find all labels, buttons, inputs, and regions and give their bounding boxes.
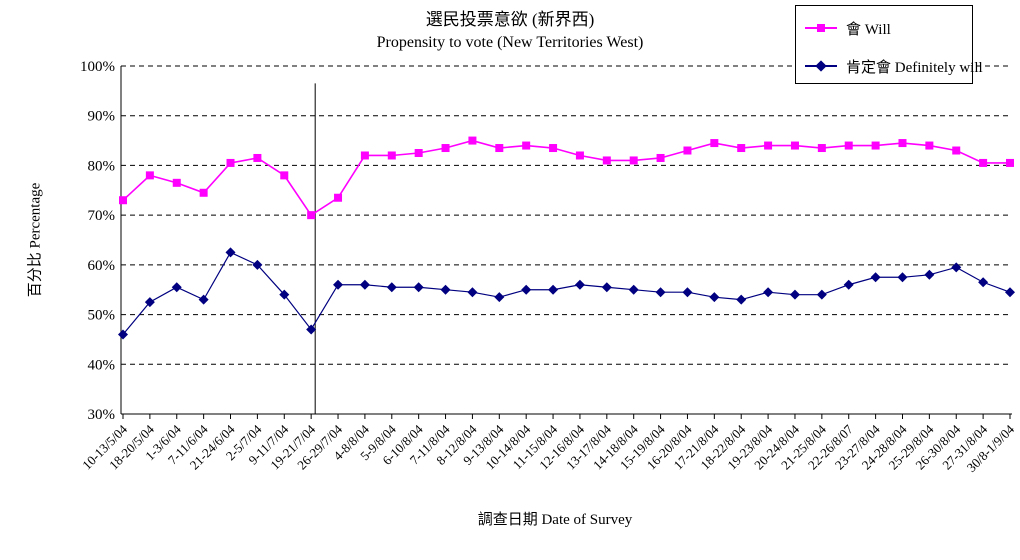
- data-point-diamond-marker: [548, 284, 559, 295]
- y-axis-tick-label: 40%: [88, 357, 116, 373]
- data-point-square-marker: [790, 141, 799, 150]
- data-point-square-marker: [602, 156, 611, 165]
- data-point-square-marker: [199, 188, 208, 197]
- y-axis-tick-label: 30%: [88, 407, 116, 423]
- x-axis-title: 調查日期 Date of Survey: [477, 512, 633, 528]
- data-point-square-marker: [145, 171, 154, 180]
- data-point-square-marker: [334, 193, 343, 202]
- y-axis-title: 百分比 Percentage: [27, 182, 44, 298]
- data-point-diamond-marker: [951, 262, 962, 273]
- y-axis-tick-label: 70%: [88, 208, 116, 224]
- data-point-square-marker: [925, 141, 934, 150]
- data-point-square-marker: [952, 146, 961, 155]
- data-point-square-marker: [764, 141, 773, 150]
- data-point-square-marker: [575, 151, 584, 160]
- y-axis-tick-label: 50%: [88, 308, 116, 324]
- data-point-diamond-marker: [763, 287, 774, 298]
- data-point-square-marker: [119, 196, 127, 205]
- will-line-square-marker-icon: [805, 18, 837, 38]
- data-point-diamond-marker: [359, 279, 370, 290]
- data-point-square-marker: [441, 144, 450, 153]
- data-point-diamond-marker: [467, 287, 478, 298]
- data-point-diamond-marker: [306, 324, 317, 335]
- data-point-square-marker: [172, 178, 181, 187]
- data-point-square-marker: [737, 144, 746, 153]
- data-point-diamond-marker: [279, 289, 290, 300]
- data-point-diamond-marker: [682, 287, 693, 298]
- data-point-diamond-marker: [816, 289, 827, 300]
- data-point-diamond-marker: [118, 329, 128, 340]
- data-point-square-marker: [468, 136, 477, 145]
- data-point-diamond-marker: [709, 292, 720, 303]
- data-point-square-marker: [817, 144, 826, 153]
- data-point-diamond-marker: [521, 284, 532, 295]
- data-point-diamond-marker: [333, 279, 344, 290]
- data-point-square-marker: [844, 141, 853, 150]
- data-point-square-marker: [495, 144, 504, 153]
- legend-item-will: 會 Will: [805, 18, 891, 38]
- data-point-diamond-marker: [144, 297, 155, 308]
- data-point-square-marker: [414, 149, 423, 157]
- data-point-square-marker: [226, 158, 235, 167]
- series-line-will: [122, 139, 1010, 217]
- data-point-diamond-marker: [252, 259, 263, 270]
- y-axis-tick-label: 90%: [88, 109, 116, 125]
- data-point-square-marker: [629, 156, 638, 165]
- data-point-square-marker: [360, 151, 369, 160]
- legend-label-will: 會 Will: [846, 21, 891, 38]
- data-point-square-marker: [307, 211, 316, 220]
- data-point-diamond-marker: [494, 292, 505, 303]
- data-point-diamond-marker: [386, 282, 397, 293]
- data-point-diamond-marker: [870, 272, 881, 283]
- data-point-diamond-marker: [601, 282, 612, 293]
- data-point-square-marker: [710, 139, 719, 148]
- data-point-square-marker: [979, 158, 988, 167]
- data-point-diamond-marker: [1005, 287, 1015, 298]
- legend-square-marker-icon: [817, 24, 825, 32]
- series-line-definitely-will: [122, 251, 1011, 335]
- data-point-square-marker: [683, 146, 692, 155]
- data-point-diamond-marker: [978, 277, 989, 288]
- data-point-square-marker: [387, 151, 396, 160]
- data-point-diamond-marker: [413, 282, 424, 293]
- data-point-square-marker: [898, 139, 907, 148]
- data-point-square-marker: [522, 141, 531, 150]
- data-point-diamond-marker: [789, 289, 800, 300]
- data-point-square-marker: [871, 141, 880, 150]
- data-point-diamond-marker: [924, 269, 935, 280]
- data-point-diamond-marker: [897, 272, 908, 283]
- data-point-diamond-marker: [198, 294, 209, 305]
- definitely-will-line-diamond-marker-icon: [805, 56, 837, 76]
- data-point-square-marker: [253, 153, 262, 162]
- data-point-diamond-marker: [736, 294, 747, 305]
- y-axis-tick-label: 60%: [88, 258, 116, 274]
- data-point-diamond-marker: [440, 284, 451, 295]
- data-point-diamond-marker: [628, 284, 639, 295]
- data-point-square-marker: [656, 153, 665, 162]
- data-point-square-marker: [1006, 158, 1014, 167]
- y-axis-tick-label: 80%: [88, 158, 116, 174]
- legend: 會 Will 肯定會 Definitely will: [795, 5, 983, 84]
- data-point-diamond-marker: [574, 279, 585, 290]
- data-point-diamond-marker: [171, 282, 182, 293]
- data-point-diamond-marker: [655, 287, 666, 298]
- data-point-square-marker: [280, 171, 289, 180]
- legend-item-definitely-will: 肯定會 Definitely will: [805, 56, 983, 76]
- data-point-diamond-marker: [843, 279, 854, 290]
- legend-diamond-marker-icon: [815, 60, 827, 72]
- legend-label-definitely-will: 肯定會 Definitely will: [846, 59, 983, 76]
- y-axis-tick-label: 100%: [80, 59, 115, 75]
- data-point-diamond-marker: [225, 247, 236, 258]
- data-point-square-marker: [549, 144, 558, 153]
